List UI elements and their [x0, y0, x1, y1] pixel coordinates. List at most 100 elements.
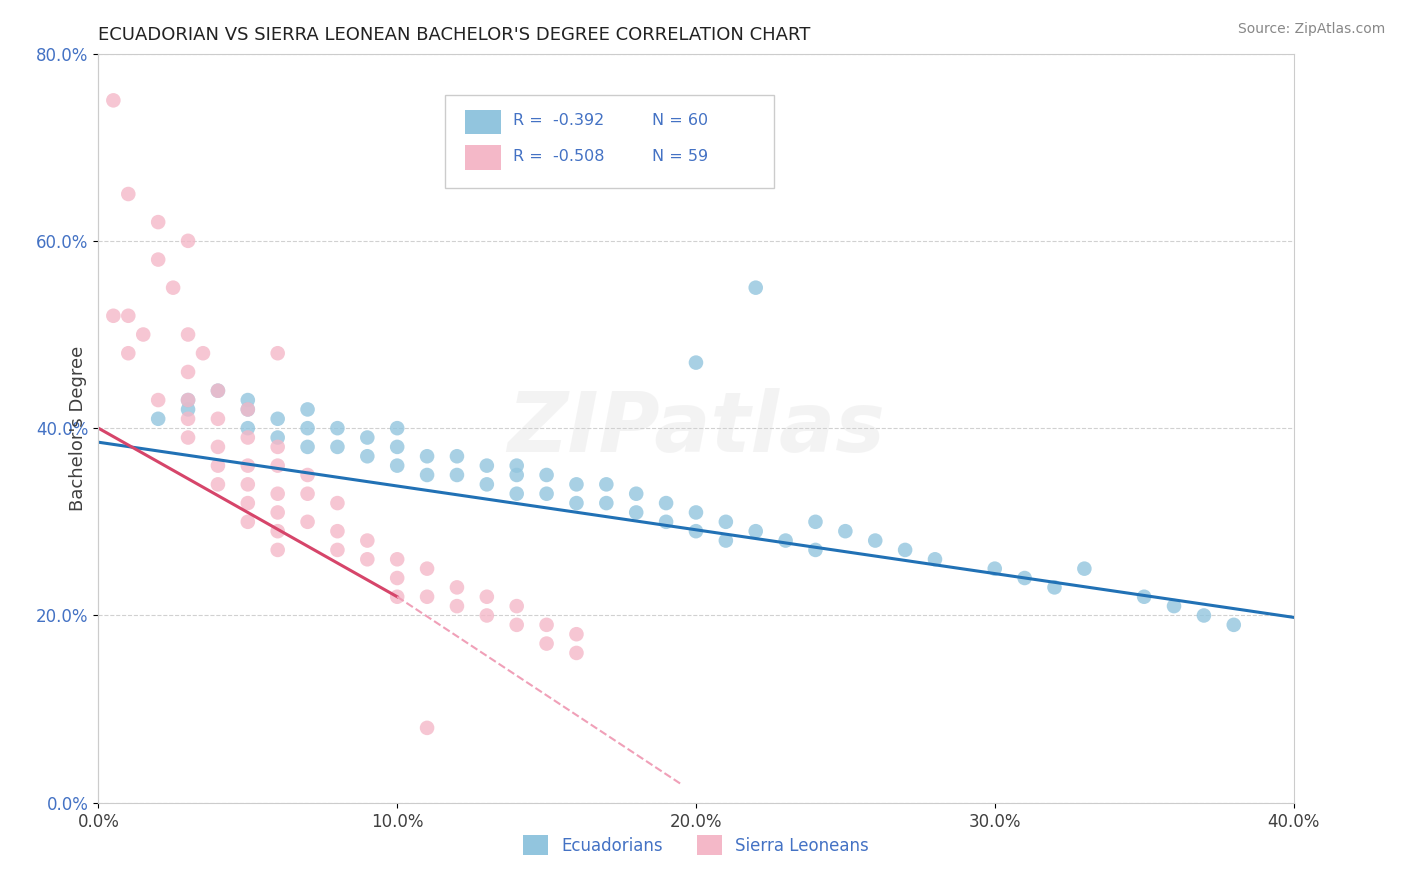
- Point: [385, 571, 409, 585]
- Point: [297, 515, 319, 529]
- Point: [475, 590, 498, 604]
- Point: [865, 533, 887, 548]
- Point: [475, 608, 498, 623]
- Point: [162, 281, 184, 295]
- Point: [1073, 562, 1095, 576]
- Point: [536, 637, 558, 651]
- Point: [804, 542, 827, 557]
- Point: [626, 505, 648, 519]
- Point: [326, 440, 349, 454]
- Point: [267, 346, 290, 360]
- Point: [1223, 618, 1246, 632]
- Point: [475, 477, 498, 491]
- Point: [236, 402, 259, 417]
- Point: [236, 496, 259, 510]
- Text: R =  -0.392: R = -0.392: [513, 113, 605, 128]
- Legend: Ecuadorians, Sierra Leoneans: Ecuadorians, Sierra Leoneans: [516, 829, 876, 862]
- Point: [236, 431, 259, 445]
- Text: R =  -0.508: R = -0.508: [513, 149, 605, 163]
- Text: N = 59: N = 59: [652, 149, 707, 163]
- Point: [626, 487, 648, 501]
- Point: [326, 496, 349, 510]
- FancyBboxPatch shape: [446, 95, 773, 188]
- Point: [506, 618, 529, 632]
- Point: [565, 496, 588, 510]
- Point: [565, 477, 588, 491]
- Point: [207, 440, 229, 454]
- Point: [536, 618, 558, 632]
- Point: [1133, 590, 1156, 604]
- Point: [236, 402, 259, 417]
- Point: [506, 458, 529, 473]
- Point: [446, 468, 468, 483]
- Point: [297, 468, 319, 483]
- Y-axis label: Bachelor's Degree: Bachelor's Degree: [69, 345, 87, 511]
- Point: [236, 393, 259, 408]
- Point: [177, 431, 200, 445]
- Point: [685, 524, 707, 539]
- Point: [267, 505, 290, 519]
- Point: [506, 468, 529, 483]
- Point: [356, 431, 378, 445]
- Point: [506, 487, 529, 501]
- Point: [1163, 599, 1185, 614]
- Point: [207, 384, 229, 398]
- Point: [506, 599, 529, 614]
- Point: [565, 646, 588, 660]
- Point: [356, 450, 378, 464]
- Point: [536, 487, 558, 501]
- Point: [148, 412, 170, 426]
- Point: [148, 393, 170, 408]
- Point: [326, 524, 349, 539]
- Point: [267, 458, 290, 473]
- Point: [236, 421, 259, 435]
- Point: [655, 496, 678, 510]
- Point: [745, 524, 768, 539]
- Point: [191, 346, 214, 360]
- Point: [177, 393, 200, 408]
- Point: [536, 468, 558, 483]
- Point: [685, 505, 707, 519]
- Point: [267, 440, 290, 454]
- Bar: [465, 145, 501, 169]
- Point: [207, 384, 229, 398]
- Point: [117, 187, 139, 202]
- Point: [416, 468, 439, 483]
- Point: [207, 412, 229, 426]
- Point: [207, 458, 229, 473]
- Point: [924, 552, 946, 566]
- Point: [177, 393, 200, 408]
- Point: [775, 533, 797, 548]
- Point: [804, 515, 827, 529]
- Point: [685, 356, 707, 370]
- Text: Source: ZipAtlas.com: Source: ZipAtlas.com: [1237, 22, 1385, 37]
- Point: [834, 524, 856, 539]
- Bar: [465, 110, 501, 135]
- Point: [475, 458, 498, 473]
- Point: [117, 309, 139, 323]
- Point: [385, 458, 409, 473]
- Point: [326, 542, 349, 557]
- Point: [356, 533, 378, 548]
- Point: [236, 458, 259, 473]
- Point: [385, 421, 409, 435]
- Point: [177, 234, 200, 248]
- Point: [714, 515, 737, 529]
- Point: [595, 477, 617, 491]
- Point: [446, 599, 468, 614]
- Point: [984, 562, 1007, 576]
- Point: [297, 487, 319, 501]
- Point: [894, 542, 917, 557]
- Point: [385, 440, 409, 454]
- Point: [446, 450, 468, 464]
- Point: [1014, 571, 1036, 585]
- Text: ECUADORIAN VS SIERRA LEONEAN BACHELOR'S DEGREE CORRELATION CHART: ECUADORIAN VS SIERRA LEONEAN BACHELOR'S …: [98, 26, 811, 44]
- Point: [148, 252, 170, 267]
- Point: [1043, 581, 1066, 595]
- Point: [416, 721, 439, 735]
- Point: [117, 346, 139, 360]
- Point: [103, 94, 125, 108]
- Point: [297, 402, 319, 417]
- Point: [177, 402, 200, 417]
- Text: N = 60: N = 60: [652, 113, 707, 128]
